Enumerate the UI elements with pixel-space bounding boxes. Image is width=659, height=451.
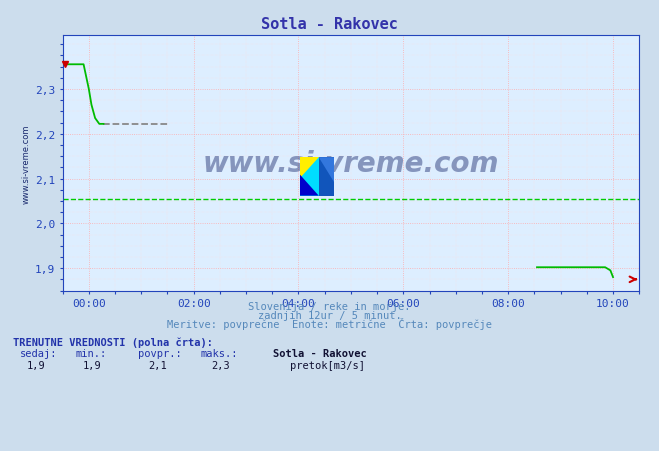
Text: zadnjih 12ur / 5 minut.: zadnjih 12ur / 5 minut. xyxy=(258,310,401,320)
Text: 2,3: 2,3 xyxy=(211,360,229,370)
Text: Meritve: povprečne  Enote: metrične  Črta: povprečje: Meritve: povprečne Enote: metrične Črta:… xyxy=(167,317,492,329)
Text: pretok[m3/s]: pretok[m3/s] xyxy=(290,360,365,370)
Text: 2,1: 2,1 xyxy=(148,360,167,370)
Y-axis label: www.si-vreme.com: www.si-vreme.com xyxy=(22,124,30,203)
Text: sedaj:: sedaj: xyxy=(20,348,57,358)
Text: Sotla - Rakovec: Sotla - Rakovec xyxy=(273,348,367,358)
Polygon shape xyxy=(319,158,334,183)
Text: povpr.:: povpr.: xyxy=(138,348,182,358)
Text: maks.:: maks.: xyxy=(201,348,239,358)
Polygon shape xyxy=(300,175,319,196)
Text: 1,9: 1,9 xyxy=(26,360,45,370)
Text: 1,9: 1,9 xyxy=(82,360,101,370)
Text: min.:: min.: xyxy=(76,348,107,358)
Text: TRENUTNE VREDNOSTI (polna črta):: TRENUTNE VREDNOSTI (polna črta): xyxy=(13,336,213,347)
Text: Slovenija / reke in morje.: Slovenija / reke in morje. xyxy=(248,301,411,311)
Polygon shape xyxy=(300,158,319,196)
Polygon shape xyxy=(300,158,319,179)
Text: www.si-vreme.com: www.si-vreme.com xyxy=(203,150,499,177)
Polygon shape xyxy=(319,158,334,196)
Text: Sotla - Rakovec: Sotla - Rakovec xyxy=(261,17,398,32)
